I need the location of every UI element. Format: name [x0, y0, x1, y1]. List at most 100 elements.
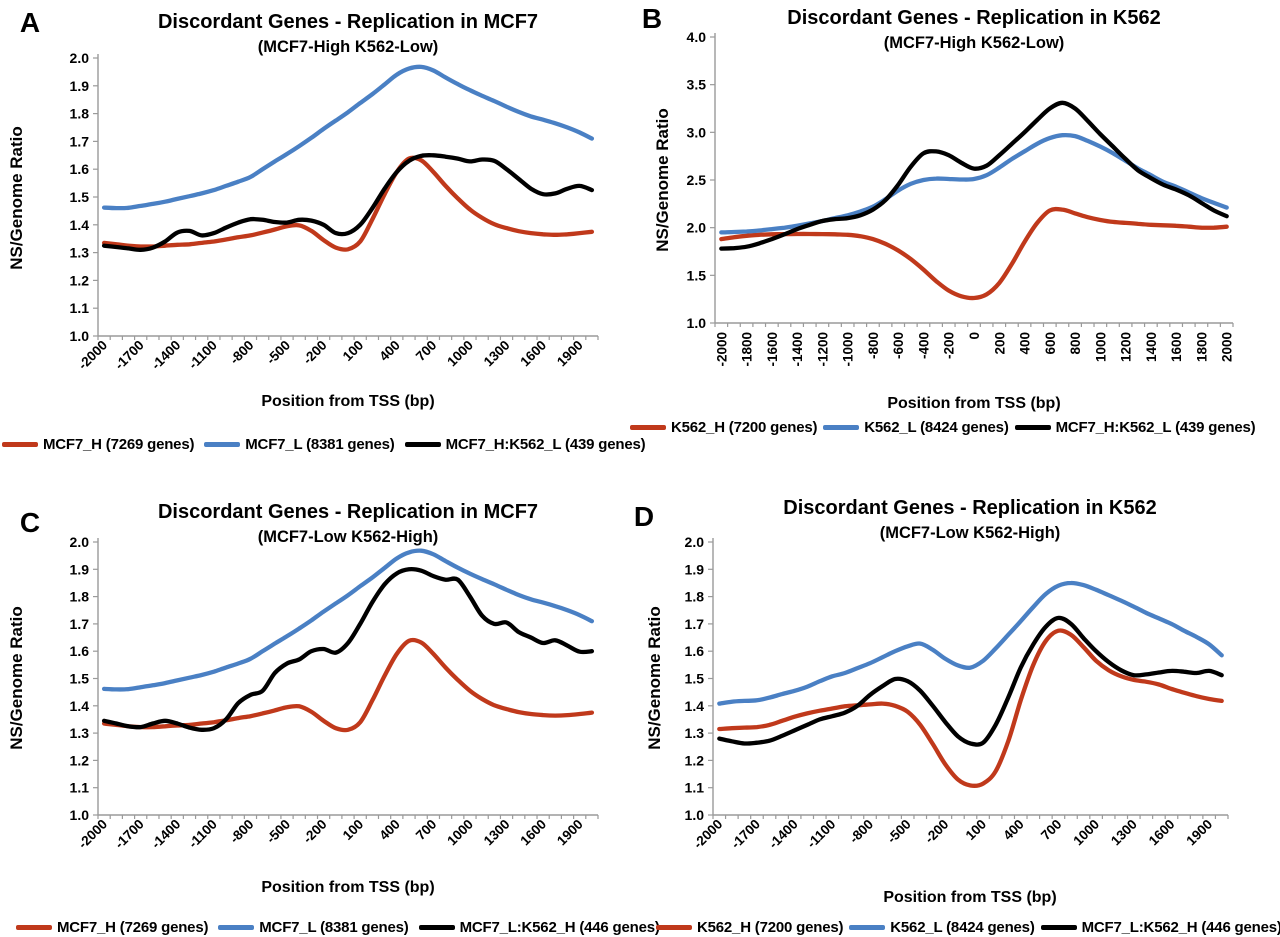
legend-line-swatch	[823, 425, 860, 430]
x-tick-label: -500	[884, 817, 914, 847]
legend-label: MCF7_L:K562_H (446 genes)	[459, 919, 660, 936]
legend-label: K562_L (8424 genes)	[864, 419, 1009, 436]
y-tick-label: 1.5	[70, 189, 90, 205]
legend-item: K562_L (8424 genes)	[849, 919, 1035, 936]
y-tick-label: 1.3	[70, 725, 90, 741]
x-tick-label: -1100	[804, 817, 839, 852]
y-tick-label: 1.1	[70, 780, 90, 796]
legend-label: K562_H (7200 genes)	[697, 919, 844, 936]
panel-d: 2.01.91.81.71.61.51.41.31.21.11.0-2000 -1…	[634, 497, 1229, 906]
legend-item: MCF7_H (7269 genes)	[16, 919, 208, 936]
y-axis-title: NS/Genome Ratio	[653, 108, 672, 252]
x-tick-label: -1600	[765, 332, 780, 367]
panel-subtitle: (MCF7-High K562-Low)	[258, 38, 439, 56]
x-tick-label: 400	[1000, 817, 1027, 844]
y-tick-label: 1.4	[685, 698, 705, 714]
y-axis-title: NS/Genome Ratio	[7, 606, 26, 750]
x-tick-label: 1600	[517, 338, 549, 370]
y-tick-label: 2.5	[687, 172, 707, 188]
legend-line-swatch	[630, 425, 666, 430]
series-line-k562_l	[719, 132, 1229, 235]
x-tick-label: -1400	[766, 817, 801, 852]
series-line-mcf7_l:k562_h	[101, 566, 595, 732]
series-line-k562_h	[719, 206, 1229, 301]
series-line-mcf7_l	[101, 548, 595, 692]
x-tick-label: -400	[916, 332, 931, 359]
legend-line-swatch	[656, 925, 692, 930]
x-tick-label: -800	[846, 817, 876, 847]
legend-label: MCF7_H:K562_L (439 genes)	[445, 436, 646, 453]
panel-subtitle: (MCF7-High K562-Low)	[884, 34, 1065, 52]
y-tick-label: 1.9	[685, 561, 705, 577]
x-tick-label: -1400	[148, 817, 183, 852]
x-tick-label: 100	[340, 817, 367, 844]
x-axis-title: Position from TSS (bp)	[261, 393, 434, 410]
legend-label: MCF7_L:K562_H (446 genes)	[1081, 919, 1280, 936]
x-tick-label: -1700	[728, 817, 763, 852]
panel-letter: C	[20, 507, 40, 538]
x-tick-label: 600	[1043, 332, 1058, 355]
x-tick-label: -800	[227, 817, 257, 847]
y-tick-label: 2.0	[70, 50, 90, 66]
x-tick-label: 1000	[444, 338, 476, 370]
x-tick-label: -1100	[185, 338, 220, 373]
series-line-mcf7_l	[101, 64, 595, 211]
series-line-mcf7_h	[101, 637, 595, 733]
x-tick-label: 1600	[1146, 817, 1178, 849]
panel-title: Discordant Genes - Replication in K562	[783, 497, 1156, 519]
y-tick-label: 1.1	[685, 780, 705, 796]
panel-letter: A	[20, 7, 40, 38]
panel-a: 2.01.91.81.71.61.51.41.31.21.11.0-2000 -1…	[7, 7, 599, 410]
x-tick-label: 0	[967, 332, 982, 340]
series-line-k562_h	[717, 628, 1224, 788]
x-tick-label: 700	[413, 338, 440, 365]
y-tick-label: 1.7	[70, 616, 90, 632]
legend-label: MCF7_H (7269 genes)	[43, 436, 195, 453]
y-tick-label: 1.8	[70, 106, 90, 122]
x-tick-label: -1400	[790, 332, 805, 367]
y-tick-label: 2.0	[687, 220, 707, 236]
y-tick-label: 4.0	[687, 29, 707, 45]
y-tick-label: 1.3	[685, 725, 705, 741]
x-tick-label: 700	[1038, 817, 1065, 844]
panel-subtitle: (MCF7-Low K562-High)	[880, 524, 1061, 542]
legend-line-swatch	[404, 442, 441, 447]
y-tick-label: 1.5	[687, 267, 707, 283]
y-tick-label: 2.0	[685, 534, 705, 550]
x-tick-label: -500	[263, 338, 293, 368]
x-tick-label: 400	[376, 338, 403, 365]
legend-panel-b: K562_H (7200 genes) K562_L (8424 genes) MC…	[630, 419, 1256, 436]
x-tick-label: 1000	[444, 817, 476, 849]
legend-line-swatch	[1040, 925, 1077, 930]
y-tick-label: 3.0	[687, 124, 707, 140]
x-tick-label: 2000	[1220, 332, 1235, 362]
legend-item: MCF7_L:K562_H (446 genes)	[1040, 919, 1280, 936]
legend-line-swatch	[218, 925, 255, 930]
y-tick-label: 1.8	[685, 589, 705, 605]
x-tick-label: 400	[1018, 332, 1033, 355]
panel-title: Discordant Genes - Replication in MCF7	[158, 501, 538, 523]
series-line-mcf7_l:k562_h	[717, 615, 1224, 747]
x-tick-label: 100	[340, 338, 367, 365]
panel-subtitle: (MCF7-Low K562-High)	[258, 528, 439, 546]
x-tick-label: 1900	[554, 817, 586, 849]
legend-label: K562_H (7200 genes)	[671, 419, 818, 436]
y-tick-label: 1.1	[70, 300, 90, 316]
x-tick-label: -500	[263, 817, 293, 847]
legend-line-swatch	[2, 442, 38, 447]
series-line-mcf7_h	[101, 155, 595, 252]
y-tick-label: 1.0	[70, 328, 90, 344]
y-tick-label: 1.9	[70, 78, 90, 94]
x-tick-label: -200	[942, 332, 957, 359]
x-tick-label: 1900	[554, 338, 586, 370]
legend-label: MCF7_H:K562_L (439 genes)	[1055, 419, 1256, 436]
legend-line-swatch	[204, 442, 241, 447]
x-tick-label: 1400	[1144, 332, 1159, 362]
x-tick-label: 1600	[1169, 332, 1184, 362]
y-tick-label: 1.7	[70, 133, 90, 149]
panel-title: Discordant Genes - Replication in MCF7	[158, 11, 538, 33]
x-tick-label: -1200	[815, 332, 830, 367]
y-tick-label: 1.7	[685, 616, 705, 632]
legend-label: K562_L (8424 genes)	[890, 919, 1035, 936]
